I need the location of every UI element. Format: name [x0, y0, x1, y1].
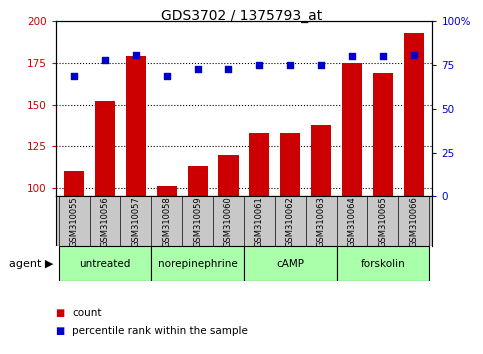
- Text: GSM310057: GSM310057: [131, 196, 141, 247]
- Text: agent ▶: agent ▶: [9, 259, 53, 269]
- Bar: [244, 246, 337, 281]
- Bar: [373, 73, 393, 354]
- Bar: [218, 155, 239, 354]
- Point: [163, 73, 170, 78]
- Text: GSM310065: GSM310065: [378, 196, 387, 247]
- Point: [379, 53, 387, 59]
- Point: [132, 52, 140, 57]
- Text: GSM310063: GSM310063: [317, 196, 326, 247]
- Point: [317, 62, 325, 68]
- Bar: [95, 101, 115, 354]
- Text: GSM310059: GSM310059: [193, 196, 202, 247]
- Bar: [280, 133, 300, 354]
- Text: GDS3702 / 1375793_at: GDS3702 / 1375793_at: [161, 9, 322, 23]
- Point: [286, 62, 294, 68]
- Bar: [151, 246, 244, 281]
- Bar: [187, 166, 208, 354]
- Point: [410, 52, 418, 57]
- Text: GSM310064: GSM310064: [347, 196, 356, 247]
- Bar: [342, 63, 362, 354]
- Point: [194, 66, 201, 72]
- Text: GSM310056: GSM310056: [100, 196, 110, 247]
- Text: untreated: untreated: [79, 259, 130, 269]
- Point: [225, 66, 232, 72]
- Point: [256, 62, 263, 68]
- Bar: [156, 187, 177, 354]
- Text: ■: ■: [56, 326, 65, 336]
- Text: GSM310055: GSM310055: [70, 196, 79, 247]
- Text: percentile rank within the sample: percentile rank within the sample: [72, 326, 248, 336]
- Text: GSM310066: GSM310066: [409, 196, 418, 247]
- Bar: [404, 33, 424, 354]
- Text: GSM310058: GSM310058: [162, 196, 171, 247]
- Bar: [64, 171, 84, 354]
- Bar: [311, 125, 331, 354]
- Text: norepinephrine: norepinephrine: [158, 259, 238, 269]
- Bar: [58, 246, 151, 281]
- Point: [348, 53, 356, 59]
- Bar: [337, 246, 429, 281]
- Bar: [126, 56, 146, 354]
- Text: GSM310062: GSM310062: [286, 196, 295, 247]
- Bar: [249, 133, 270, 354]
- Text: GSM310060: GSM310060: [224, 196, 233, 247]
- Point: [101, 57, 109, 63]
- Text: GSM310061: GSM310061: [255, 196, 264, 247]
- Text: cAMP: cAMP: [276, 259, 304, 269]
- Point: [70, 73, 78, 78]
- Text: forskolin: forskolin: [360, 259, 405, 269]
- Text: count: count: [72, 308, 102, 318]
- Text: ■: ■: [56, 308, 65, 318]
